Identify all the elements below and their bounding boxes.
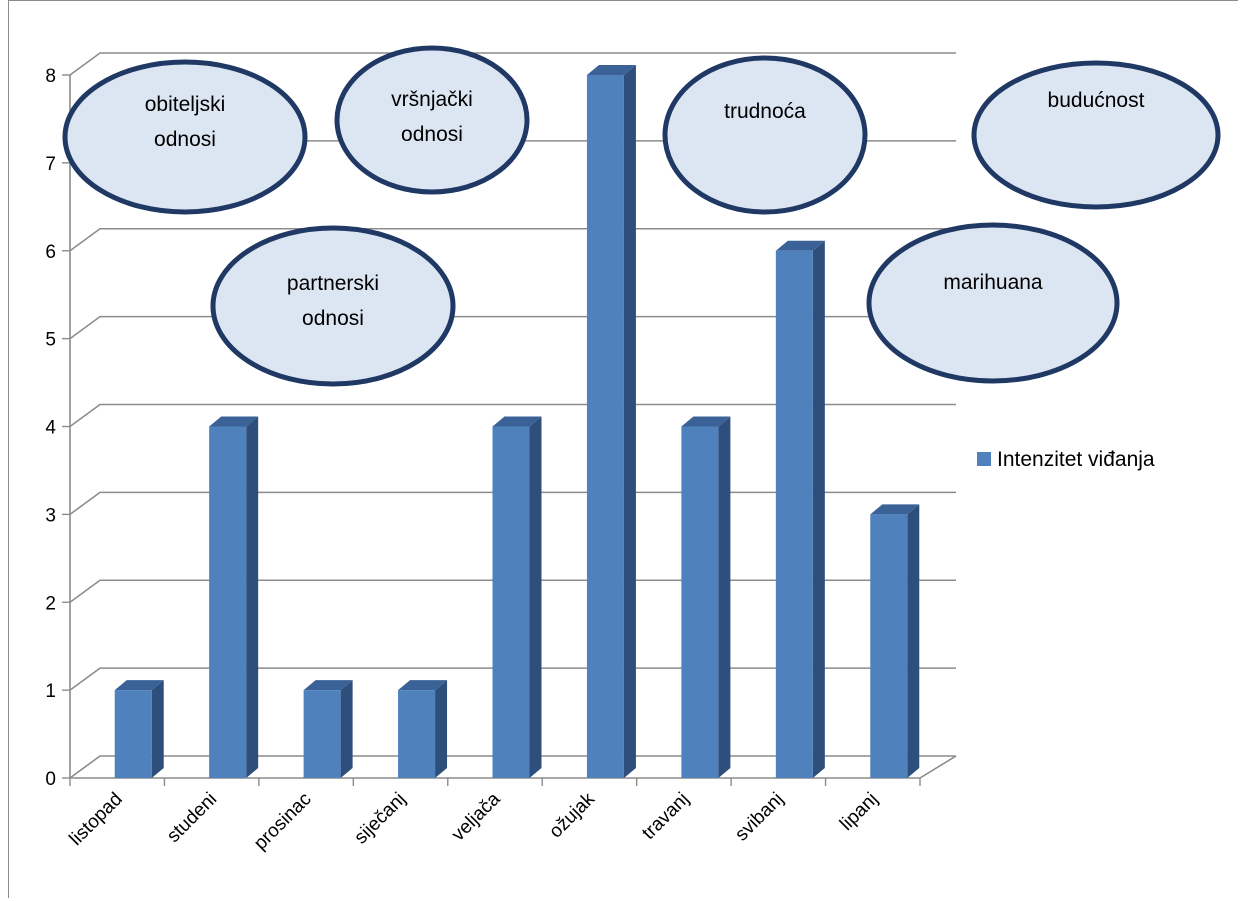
bar-top — [870, 504, 920, 515]
annotation-text: budućnost — [1048, 89, 1145, 112]
y-tick-label: 4 — [45, 418, 56, 439]
annotation-text: odnosi — [401, 123, 463, 146]
category-labels: listopad studeni prosinac siječanj veljača ož… — [66, 788, 883, 854]
bar-top — [209, 416, 259, 427]
bar-top — [398, 680, 448, 691]
bar-top — [492, 416, 542, 427]
chart-frame — [8, 0, 1238, 898]
y-tick-label: 8 — [45, 66, 56, 87]
legend: Intenzitet viđanja — [977, 448, 1155, 471]
bar — [681, 416, 731, 778]
y-tick-label: 5 — [45, 330, 56, 351]
annotation-ellipse — [971, 60, 1221, 210]
annotation-ellipse — [334, 45, 530, 195]
bar-front — [209, 426, 247, 778]
annotation-bubble: budućnost — [971, 60, 1221, 210]
bar — [209, 416, 259, 778]
bar-front — [586, 75, 624, 778]
gridline — [69, 667, 956, 691]
x-category-label: studeni — [163, 789, 221, 847]
bar-top — [775, 240, 825, 251]
bar-front — [870, 514, 908, 778]
gridline — [69, 491, 956, 516]
annotation-text: marihuana — [943, 271, 1043, 294]
x-category-label: prosinac — [250, 789, 316, 855]
bar-front — [492, 426, 530, 778]
bar-side — [907, 504, 920, 778]
y-tick-label: 0 — [45, 769, 56, 790]
annotation-text: odnosi — [302, 307, 364, 330]
legend-swatch — [977, 452, 991, 466]
bar-front — [114, 690, 152, 778]
axes: 0 1 2 3 4 5 6 7 8 — [45, 66, 957, 790]
annotation-text: partnerski — [287, 272, 379, 295]
bar-side — [718, 416, 731, 778]
bar-top — [303, 680, 353, 691]
annotation-bubble: vršnjački odnosi — [334, 45, 530, 195]
legend-label: Intenzitet viđanja — [997, 448, 1155, 471]
y-tick-label: 6 — [45, 242, 56, 263]
gridline — [69, 579, 956, 603]
y-tick-label: 1 — [45, 681, 56, 702]
bar — [398, 680, 448, 778]
bar-front — [775, 250, 813, 778]
x-category-label: svibanj — [731, 789, 788, 846]
y-tick-label: 2 — [45, 593, 56, 614]
gridline — [69, 52, 956, 76]
bar-side — [529, 416, 542, 778]
bar-side — [340, 680, 353, 778]
bar-side — [246, 416, 259, 778]
gridline — [69, 403, 956, 428]
y-tick-label: 7 — [45, 154, 56, 175]
y-tick-label: 3 — [45, 505, 56, 526]
annotation-text: trudnoća — [724, 100, 806, 123]
bars — [114, 65, 920, 778]
bar-front — [681, 426, 719, 778]
x-category-label: listopad — [66, 789, 127, 850]
x-category-label: veljača — [448, 788, 505, 845]
annotation-ellipse — [210, 225, 456, 387]
bar-side — [812, 240, 825, 778]
bar — [114, 680, 164, 778]
bar — [492, 416, 542, 778]
x-category-label: siječanj — [350, 789, 410, 849]
bar-side — [151, 680, 164, 778]
gridline — [69, 227, 956, 252]
annotation-bubble: obiteljski odnosi — [62, 59, 308, 215]
bar-side — [435, 680, 448, 778]
annotation-bubble: partnerski odnosi — [210, 225, 456, 387]
bar-front — [398, 690, 436, 778]
bar-top — [681, 416, 731, 427]
gridline — [69, 315, 956, 340]
x-category-label: lipanj — [836, 789, 882, 835]
bar-front — [303, 690, 341, 778]
bar — [775, 240, 825, 778]
x-category-label: travanj — [638, 789, 693, 844]
annotation-text: odnosi — [154, 128, 216, 151]
gridline — [69, 755, 956, 779]
annotation-ellipse — [62, 59, 308, 215]
bar-side — [623, 65, 636, 778]
x-category-label: ožujak — [545, 788, 599, 842]
bar-top — [586, 65, 636, 75]
annotation-bubble: trudnoća — [662, 55, 868, 215]
annotation-text: vršnjački — [391, 88, 473, 111]
annotations: obiteljski odnosi vršnjački odnosi trudnoća b… — [62, 45, 1221, 387]
bar — [303, 680, 353, 778]
annotation-ellipse — [662, 55, 868, 215]
bar — [586, 65, 636, 778]
annotation-bubble: marihuana — [866, 222, 1120, 384]
bar-top — [114, 680, 164, 691]
annotation-ellipse — [866, 222, 1120, 384]
annotation-text: obiteljski — [145, 93, 226, 116]
bar — [870, 504, 920, 778]
